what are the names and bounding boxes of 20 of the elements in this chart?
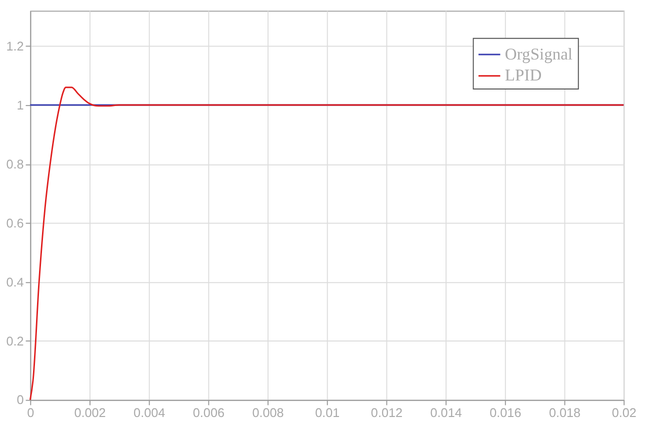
y-tick-label: 0.8 bbox=[6, 157, 24, 172]
x-tick-label: 0.01 bbox=[315, 406, 340, 420]
legend-label: OrgSignal bbox=[504, 44, 573, 64]
x-tick-label: 0.02 bbox=[612, 406, 636, 420]
y-tick-label: 1 bbox=[16, 98, 24, 112]
x-tick-label: 0.002 bbox=[74, 406, 106, 420]
x-tick-label: 0.004 bbox=[134, 406, 166, 420]
x-tick-label: 0.016 bbox=[490, 406, 522, 420]
legend-label: LPID bbox=[504, 66, 542, 85]
y-tick-label: 0 bbox=[16, 393, 24, 408]
y-tick-label: 0.4 bbox=[6, 275, 24, 290]
x-tick-label: 0.008 bbox=[252, 406, 284, 420]
x-tick-label: 0 bbox=[27, 406, 34, 420]
y-tick-label: 0.2 bbox=[6, 334, 24, 348]
x-tick-label: 0.012 bbox=[370, 406, 403, 420]
x-tick-label: 0.006 bbox=[192, 406, 224, 420]
y-tick-label: 0.6 bbox=[6, 216, 24, 230]
x-tick-label: 0.018 bbox=[548, 406, 581, 420]
x-tick-label: 0.014 bbox=[430, 406, 462, 420]
y-tick-label: 1.2 bbox=[6, 39, 24, 54]
